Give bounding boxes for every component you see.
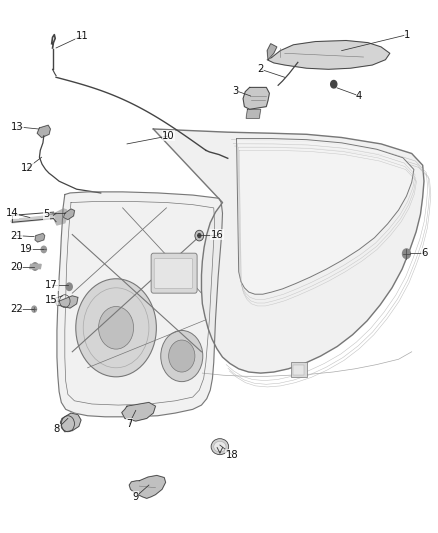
Text: 1: 1 <box>404 30 410 39</box>
Circle shape <box>197 233 201 238</box>
Text: 4: 4 <box>356 91 362 101</box>
Text: 17: 17 <box>45 280 58 290</box>
Circle shape <box>169 340 195 372</box>
Text: 21: 21 <box>10 231 23 240</box>
Text: 13: 13 <box>11 122 24 132</box>
Polygon shape <box>267 44 277 60</box>
Polygon shape <box>57 192 223 417</box>
Polygon shape <box>11 212 55 223</box>
Circle shape <box>32 263 38 270</box>
Circle shape <box>66 283 72 290</box>
Text: 7: 7 <box>126 419 132 429</box>
Circle shape <box>99 306 134 349</box>
Circle shape <box>161 330 203 382</box>
Text: 14: 14 <box>6 208 18 218</box>
Polygon shape <box>35 233 45 242</box>
Polygon shape <box>122 402 155 421</box>
Circle shape <box>331 80 337 88</box>
Circle shape <box>403 249 410 259</box>
Polygon shape <box>55 296 78 308</box>
Text: 12: 12 <box>21 163 34 173</box>
Polygon shape <box>60 413 81 432</box>
Circle shape <box>195 230 204 241</box>
Ellipse shape <box>211 439 229 455</box>
Polygon shape <box>64 209 74 220</box>
Polygon shape <box>55 209 68 225</box>
Text: 19: 19 <box>20 245 33 254</box>
Bar <box>293 365 304 375</box>
Polygon shape <box>243 87 269 109</box>
Text: 6: 6 <box>422 248 428 258</box>
Ellipse shape <box>214 441 226 452</box>
Text: 11: 11 <box>76 31 89 41</box>
Text: 15: 15 <box>45 295 58 304</box>
Circle shape <box>31 305 37 313</box>
Polygon shape <box>246 109 261 118</box>
Polygon shape <box>129 475 166 498</box>
Text: 18: 18 <box>226 450 238 459</box>
Text: 3: 3 <box>233 86 239 95</box>
Text: 2: 2 <box>258 64 264 74</box>
Polygon shape <box>37 125 50 138</box>
FancyBboxPatch shape <box>151 253 197 293</box>
Polygon shape <box>30 264 41 269</box>
Text: 5: 5 <box>43 209 49 219</box>
Polygon shape <box>267 41 390 69</box>
Text: 16: 16 <box>211 230 224 239</box>
Circle shape <box>41 246 46 253</box>
Text: 22: 22 <box>10 304 23 314</box>
Text: 9: 9 <box>133 492 139 502</box>
Bar <box>291 362 307 377</box>
Text: 10: 10 <box>162 131 175 141</box>
Polygon shape <box>153 129 424 373</box>
Text: 20: 20 <box>10 262 22 271</box>
Text: 8: 8 <box>54 424 60 434</box>
Polygon shape <box>237 139 414 294</box>
FancyBboxPatch shape <box>154 259 193 288</box>
Circle shape <box>76 279 156 377</box>
